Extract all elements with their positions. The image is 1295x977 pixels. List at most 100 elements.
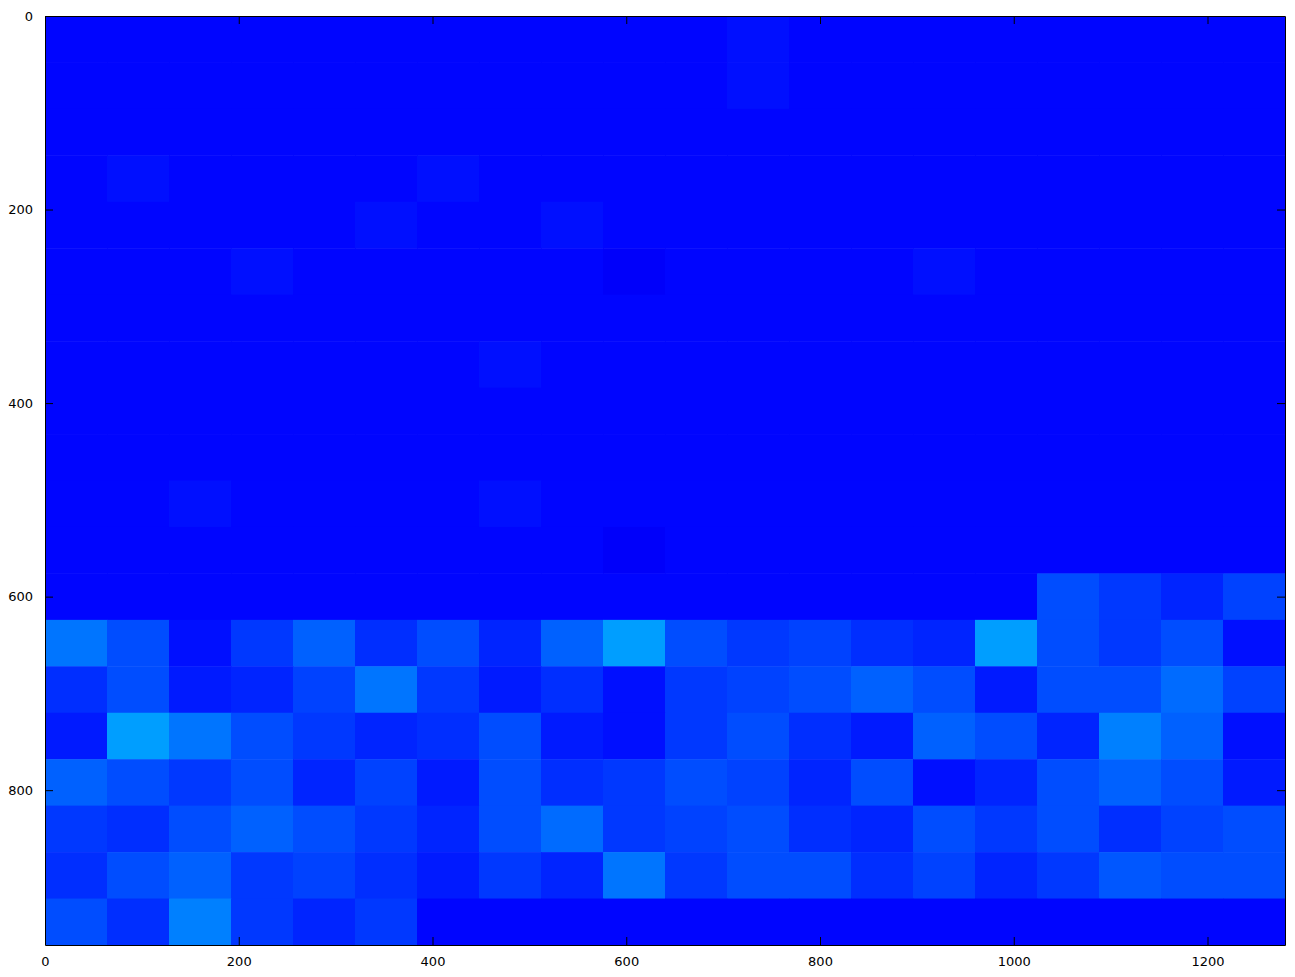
heatmap-cell (45, 852, 108, 899)
heatmap-cell (169, 341, 232, 388)
heatmap-cell (1161, 434, 1224, 481)
heatmap-cell (789, 295, 852, 342)
heatmap-cell (107, 666, 170, 713)
heatmap-cell (541, 527, 604, 574)
heatmap-cell (727, 573, 790, 620)
heatmap-cell (1099, 852, 1162, 899)
heatmap-cell (1037, 155, 1100, 202)
heatmap-cell (665, 806, 728, 853)
heatmap-cell (851, 899, 914, 945)
heatmap-cell (975, 388, 1038, 435)
heatmap-cell (107, 109, 170, 156)
heatmap-cell (1037, 806, 1100, 853)
heatmap-cell (355, 155, 418, 202)
tick-label: 800 (808, 954, 833, 969)
heatmap-cell (231, 806, 294, 853)
heatmap-cell (851, 666, 914, 713)
heatmap-cell (789, 573, 852, 620)
heatmap-cell (851, 527, 914, 574)
heatmap-cell (789, 759, 852, 806)
tick: 400 (421, 937, 446, 969)
heatmap-cell (293, 388, 356, 435)
tick: 400 (8, 396, 53, 411)
heatmap-cell (231, 202, 294, 249)
heatmap-cell (913, 899, 976, 945)
heatmap-cell (231, 62, 294, 109)
heatmap-cell (1037, 666, 1100, 713)
heatmap-cell (293, 806, 356, 853)
heatmap-cell (417, 62, 480, 109)
heatmap-cell (355, 666, 418, 713)
heatmap-cell (1223, 341, 1285, 388)
heatmap-cell (1037, 573, 1100, 620)
axis: 020040060080010001200 (41, 937, 1285, 969)
heatmap-cell (975, 341, 1038, 388)
heatmap-cell (417, 202, 480, 249)
heatmap-cell (231, 620, 294, 667)
heatmap-cell (665, 434, 728, 481)
heatmap-cell (479, 852, 542, 899)
heatmap-cell (913, 62, 976, 109)
heatmap-cell (975, 434, 1038, 481)
heatmap-cell (479, 899, 542, 945)
heatmap-cell (665, 899, 728, 945)
tick-mark (820, 937, 821, 945)
heatmap-cell (293, 527, 356, 574)
heatmap-cell (1161, 295, 1224, 342)
heatmap-cell (169, 573, 232, 620)
heatmap-cell (169, 713, 232, 760)
heatmap-cell (665, 109, 728, 156)
tick-label: 1200 (1191, 954, 1224, 969)
tick: 600 (614, 937, 639, 969)
heatmap-cell (45, 295, 108, 342)
heatmap-cell (1223, 248, 1285, 295)
heatmap-cell (1099, 295, 1162, 342)
heatmap-cell (975, 62, 1038, 109)
tick-mark (45, 597, 53, 598)
heatmap-cell (541, 434, 604, 481)
heatmap-cell (293, 109, 356, 156)
heatmap-cell (603, 899, 666, 945)
heatmap-cell (293, 295, 356, 342)
heatmap-cell (665, 62, 728, 109)
heatmap-cell (45, 713, 108, 760)
heatmap-cell (355, 852, 418, 899)
heatmap-cell (1099, 109, 1162, 156)
heatmap-cell (479, 16, 542, 63)
heatmap-cell (1037, 481, 1100, 528)
heatmap-cell (603, 295, 666, 342)
heatmap-cell (851, 806, 914, 853)
tick: 1200 (1191, 937, 1224, 969)
tick: 800 (808, 937, 833, 969)
heatmap-cell (231, 759, 294, 806)
heatmap-cell (727, 109, 790, 156)
heatmap-cell (851, 620, 914, 667)
heatmap-cell (1223, 434, 1285, 481)
heatmap-cell (1037, 62, 1100, 109)
heatmap-cell (231, 109, 294, 156)
heatmap-cell (975, 666, 1038, 713)
heatmap-cell (231, 527, 294, 574)
heatmap-cell (45, 202, 108, 249)
heatmap-cell (1099, 62, 1162, 109)
heatmap-cell (541, 341, 604, 388)
tick (820, 16, 821, 24)
heatmap-cell (541, 759, 604, 806)
tick (1277, 403, 1285, 404)
heatmap-cell (231, 899, 294, 945)
heatmap-cell (417, 248, 480, 295)
tick-mark (626, 16, 627, 24)
heatmap-cell (603, 62, 666, 109)
tick-mark (45, 403, 53, 404)
heatmap-cell (975, 713, 1038, 760)
heatmap-cell (1161, 852, 1224, 899)
heatmap-cell (1161, 666, 1224, 713)
axis-line (46, 945, 1286, 946)
heatmap-cell (1161, 62, 1224, 109)
tick-label: 400 (421, 954, 446, 969)
heatmap-cell (1161, 341, 1224, 388)
heatmap-cell (417, 155, 480, 202)
heatmap-cell (913, 527, 976, 574)
heatmap-cell (1099, 620, 1162, 667)
heatmap-cell (417, 295, 480, 342)
